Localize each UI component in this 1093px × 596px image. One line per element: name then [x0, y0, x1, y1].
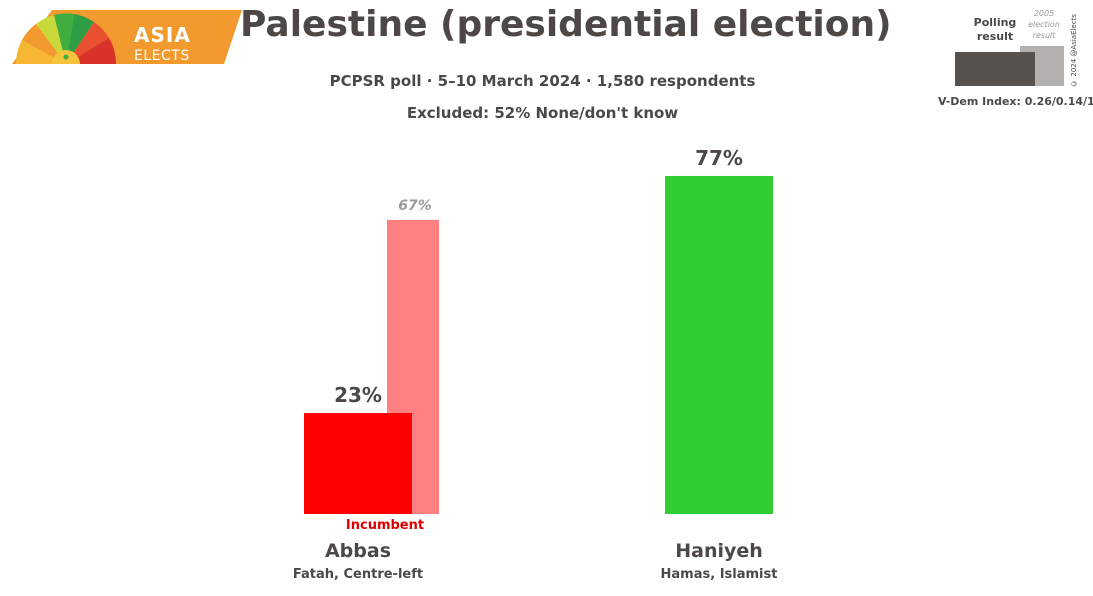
legend-election-label: 2005 election result: [1028, 9, 1060, 40]
legend-swatches: [955, 46, 1064, 86]
legend-polling-label: Polling result: [973, 16, 1017, 43]
bar-label-abbas-2005: 67%: [398, 197, 432, 214]
candidate-party-haniyeh: Hamas, Islamist: [660, 567, 778, 582]
legend: Polling result 2005 election result © 20…: [930, 8, 1093, 118]
excluded-note: Excluded: 52% None/don't know: [406, 104, 679, 122]
page-title: Palestine (presidential election): [240, 4, 892, 45]
bar-haniyeh: [665, 175, 773, 514]
bar-label-haniyeh: 77%: [695, 145, 743, 170]
incumbent-label: Incumbent: [345, 518, 425, 533]
candidate-name-abbas: Abbas: [324, 540, 392, 562]
bar-abbas: [304, 413, 412, 514]
bar-label-abbas: 23%: [334, 383, 382, 408]
legend-poll-swatch: [955, 52, 1035, 86]
poll-subtitle: PCPSR poll · 5–10 March 2024 · 1,580 res…: [329, 72, 756, 90]
vdem-index: V-Dem Index: 0.26/0.14/1: [938, 95, 1093, 108]
candidate-party-abbas: Fatah, Centre-left: [292, 567, 424, 582]
candidate-name-haniyeh: Haniyeh: [675, 540, 763, 562]
logo-text-elects: ELECTS: [134, 48, 190, 64]
logo-text-asia: ASIA: [134, 23, 191, 47]
